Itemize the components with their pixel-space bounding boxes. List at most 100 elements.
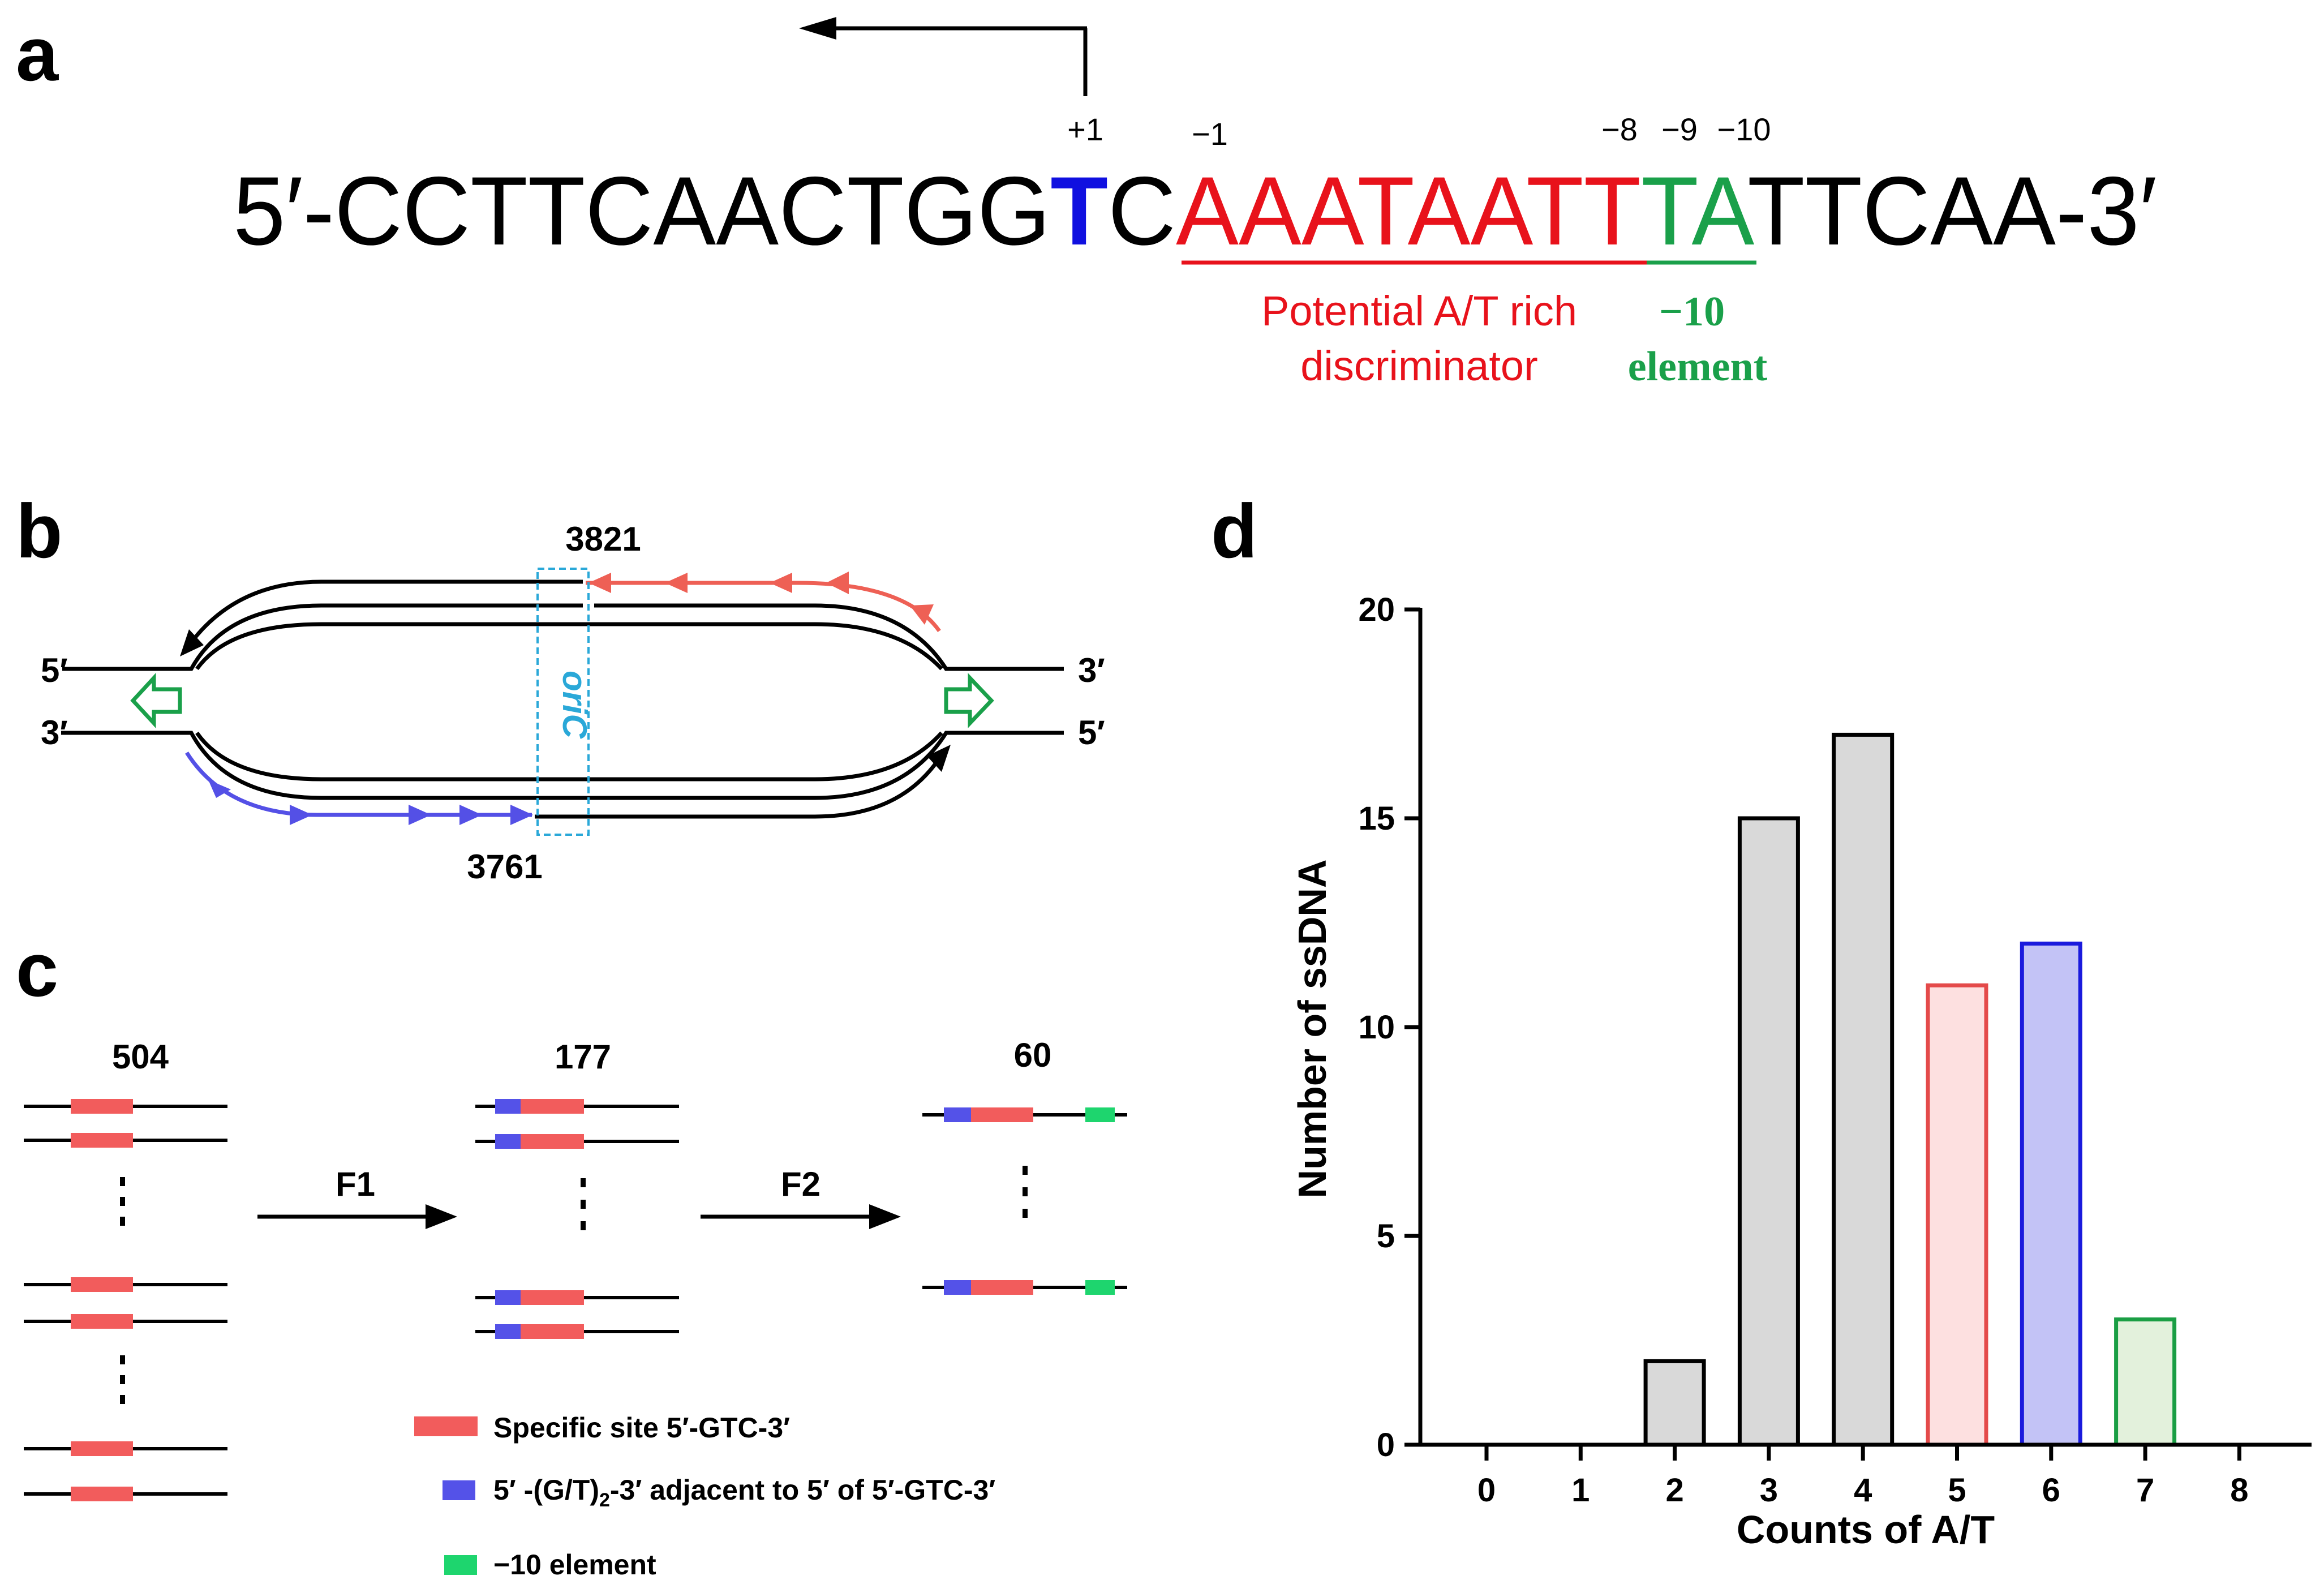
legend-label-minus10: −10 element xyxy=(493,1549,656,1581)
position-minus1: −1 xyxy=(1192,116,1228,152)
x-tick-label: 6 xyxy=(2042,1472,2060,1509)
panel-label-d: d xyxy=(1211,488,1257,574)
y-tick-label: 5 xyxy=(1377,1218,1395,1255)
panel-label-c: c xyxy=(16,927,58,1012)
discriminator-label-line2: discriminator xyxy=(1300,342,1537,389)
replication-bubble xyxy=(61,603,1064,800)
oric-box xyxy=(536,568,590,836)
gtc-site xyxy=(521,1134,584,1149)
gt-site xyxy=(495,1134,521,1149)
sequence-minus10: TA xyxy=(1641,157,1754,265)
primer-arrowhead-icon xyxy=(510,805,533,825)
sequence-suffix: TTCAA-3′ xyxy=(1747,157,2157,265)
primer-arrowhead-icon xyxy=(208,780,231,798)
legend-label-gt: 5′ -(G/T)2-3′ adjacent to 5′ of 5′-GTC-3… xyxy=(493,1474,995,1511)
bottom-leading-arrowhead-icon xyxy=(927,745,951,772)
legend-swatch-gtc xyxy=(414,1416,478,1436)
gtc-site xyxy=(971,1107,1033,1122)
primer-arrowhead-icon xyxy=(290,805,312,825)
count-177: 177 xyxy=(555,1038,611,1076)
top-primer xyxy=(586,572,941,633)
sequence-discriminator: AAATAATT xyxy=(1176,157,1641,265)
panel-label-b: b xyxy=(16,488,62,574)
top-leading-arrowhead-icon xyxy=(180,629,204,656)
x-axis-title: Counts of A/T xyxy=(1737,1508,1995,1552)
x-tick-label: 7 xyxy=(2136,1472,2154,1509)
ellipsis-icon xyxy=(120,1355,125,1404)
legend: Specific site 5′-GTC-3′ 5′ -(G/T)2-3′ ad… xyxy=(414,1412,995,1581)
strand-label-bottom-right: 5′ xyxy=(1078,714,1105,752)
panel-c: c 504 177 60 F1 xyxy=(16,927,1127,1581)
panel-label-a: a xyxy=(16,11,59,97)
bar-7 xyxy=(2114,1317,2177,1447)
gt-site xyxy=(495,1099,521,1114)
legend-label-gt-tail: -3′ adjacent to 5′ of 5′-GTC-3′ xyxy=(610,1474,995,1506)
minus10-site xyxy=(1085,1280,1115,1295)
x-tick-label: 1 xyxy=(1571,1472,1590,1509)
bar-3 xyxy=(1737,816,1800,1447)
discriminator-label-line1: Potential A/T rich xyxy=(1261,287,1577,334)
y-tick-label: 15 xyxy=(1358,800,1395,837)
legend-label-gt-main: 5′ -(G/T) xyxy=(493,1474,599,1506)
right-fork-arrow-icon xyxy=(944,673,994,728)
gtc-site xyxy=(71,1099,133,1114)
chart-y-ticks: 0 5 10 15 20 xyxy=(1358,591,1420,1463)
chart-x-ticks: 0 1 2 3 4 5 6 7 8 xyxy=(1477,1445,2249,1509)
panel-a: a +1 −1 −8 −9 −10 5′-CCTTCAACTGGTCAAATAA… xyxy=(16,11,2157,390)
count-60: 60 xyxy=(1014,1036,1052,1074)
bar-2 xyxy=(1643,1359,1706,1447)
x-tick-label: 2 xyxy=(1665,1472,1683,1509)
primer-arrowhead-icon xyxy=(665,573,688,593)
chart-bars xyxy=(1643,732,2177,1447)
gtc-site xyxy=(521,1099,584,1114)
sequence-group-504 xyxy=(24,1099,227,1501)
filter-f2-label: F2 xyxy=(781,1165,821,1203)
legend-label-gt-sub: 2 xyxy=(599,1489,610,1511)
position-minus8: −8 xyxy=(1601,111,1638,147)
x-tick-label: 3 xyxy=(1760,1472,1778,1509)
sequence-group-177 xyxy=(475,1099,679,1339)
sequence-prefix: 5′-CCTTCAACTGG xyxy=(233,157,1050,265)
sequence-c: C xyxy=(1108,157,1176,265)
bar-4 xyxy=(1832,732,1895,1447)
filter-f1-label: F1 xyxy=(336,1165,375,1203)
bottom-primer xyxy=(185,752,533,825)
x-tick-label: 8 xyxy=(2230,1472,2248,1509)
position-3821: 3821 xyxy=(565,520,641,558)
gtc-site xyxy=(521,1290,584,1305)
legend-swatch-gt xyxy=(443,1480,475,1500)
oric-label: oriC xyxy=(556,671,594,740)
gt-site xyxy=(944,1280,971,1295)
ellipsis-icon xyxy=(1023,1166,1028,1218)
y-tick-label: 0 xyxy=(1377,1427,1395,1463)
x-tick-label: 0 xyxy=(1477,1472,1496,1509)
gt-site xyxy=(495,1290,521,1305)
filter-f2-arrowhead-icon xyxy=(869,1204,901,1229)
x-tick-label: 5 xyxy=(1948,1472,1966,1509)
ellipsis-icon xyxy=(120,1177,125,1226)
gtc-site xyxy=(521,1324,584,1339)
y-tick-label: 20 xyxy=(1358,591,1395,628)
element-label-line1: −10 xyxy=(1659,289,1725,335)
gtc-site xyxy=(71,1441,133,1456)
strand-label-top-right: 3′ xyxy=(1078,651,1105,689)
gtc-site xyxy=(71,1487,133,1501)
count-504: 504 xyxy=(112,1038,169,1076)
gtc-site xyxy=(71,1133,133,1148)
gt-site xyxy=(495,1324,521,1339)
ellipsis-icon xyxy=(581,1178,586,1230)
strand-label-top-left: 5′ xyxy=(41,651,68,689)
sequence-tss: T xyxy=(1050,157,1108,265)
element-label-line2: element xyxy=(1628,343,1768,390)
panel-d: d 0 5 10 15 20 0 1 2 3 4 5 6 7 8 Counts of A/T Numbe… xyxy=(1211,488,2312,1552)
transcription-start-arrow-icon xyxy=(799,17,1088,96)
bar-6 xyxy=(2020,941,2082,1447)
legend-label-gtc: Specific site 5′-GTC-3′ xyxy=(493,1412,790,1444)
position-plus1: +1 xyxy=(1067,111,1103,147)
gtc-site xyxy=(71,1277,133,1292)
primer-arrowhead-icon xyxy=(910,604,934,625)
left-fork-arrow-icon xyxy=(130,673,182,728)
y-tick-label: 10 xyxy=(1358,1009,1395,1046)
gtc-site xyxy=(971,1280,1033,1295)
